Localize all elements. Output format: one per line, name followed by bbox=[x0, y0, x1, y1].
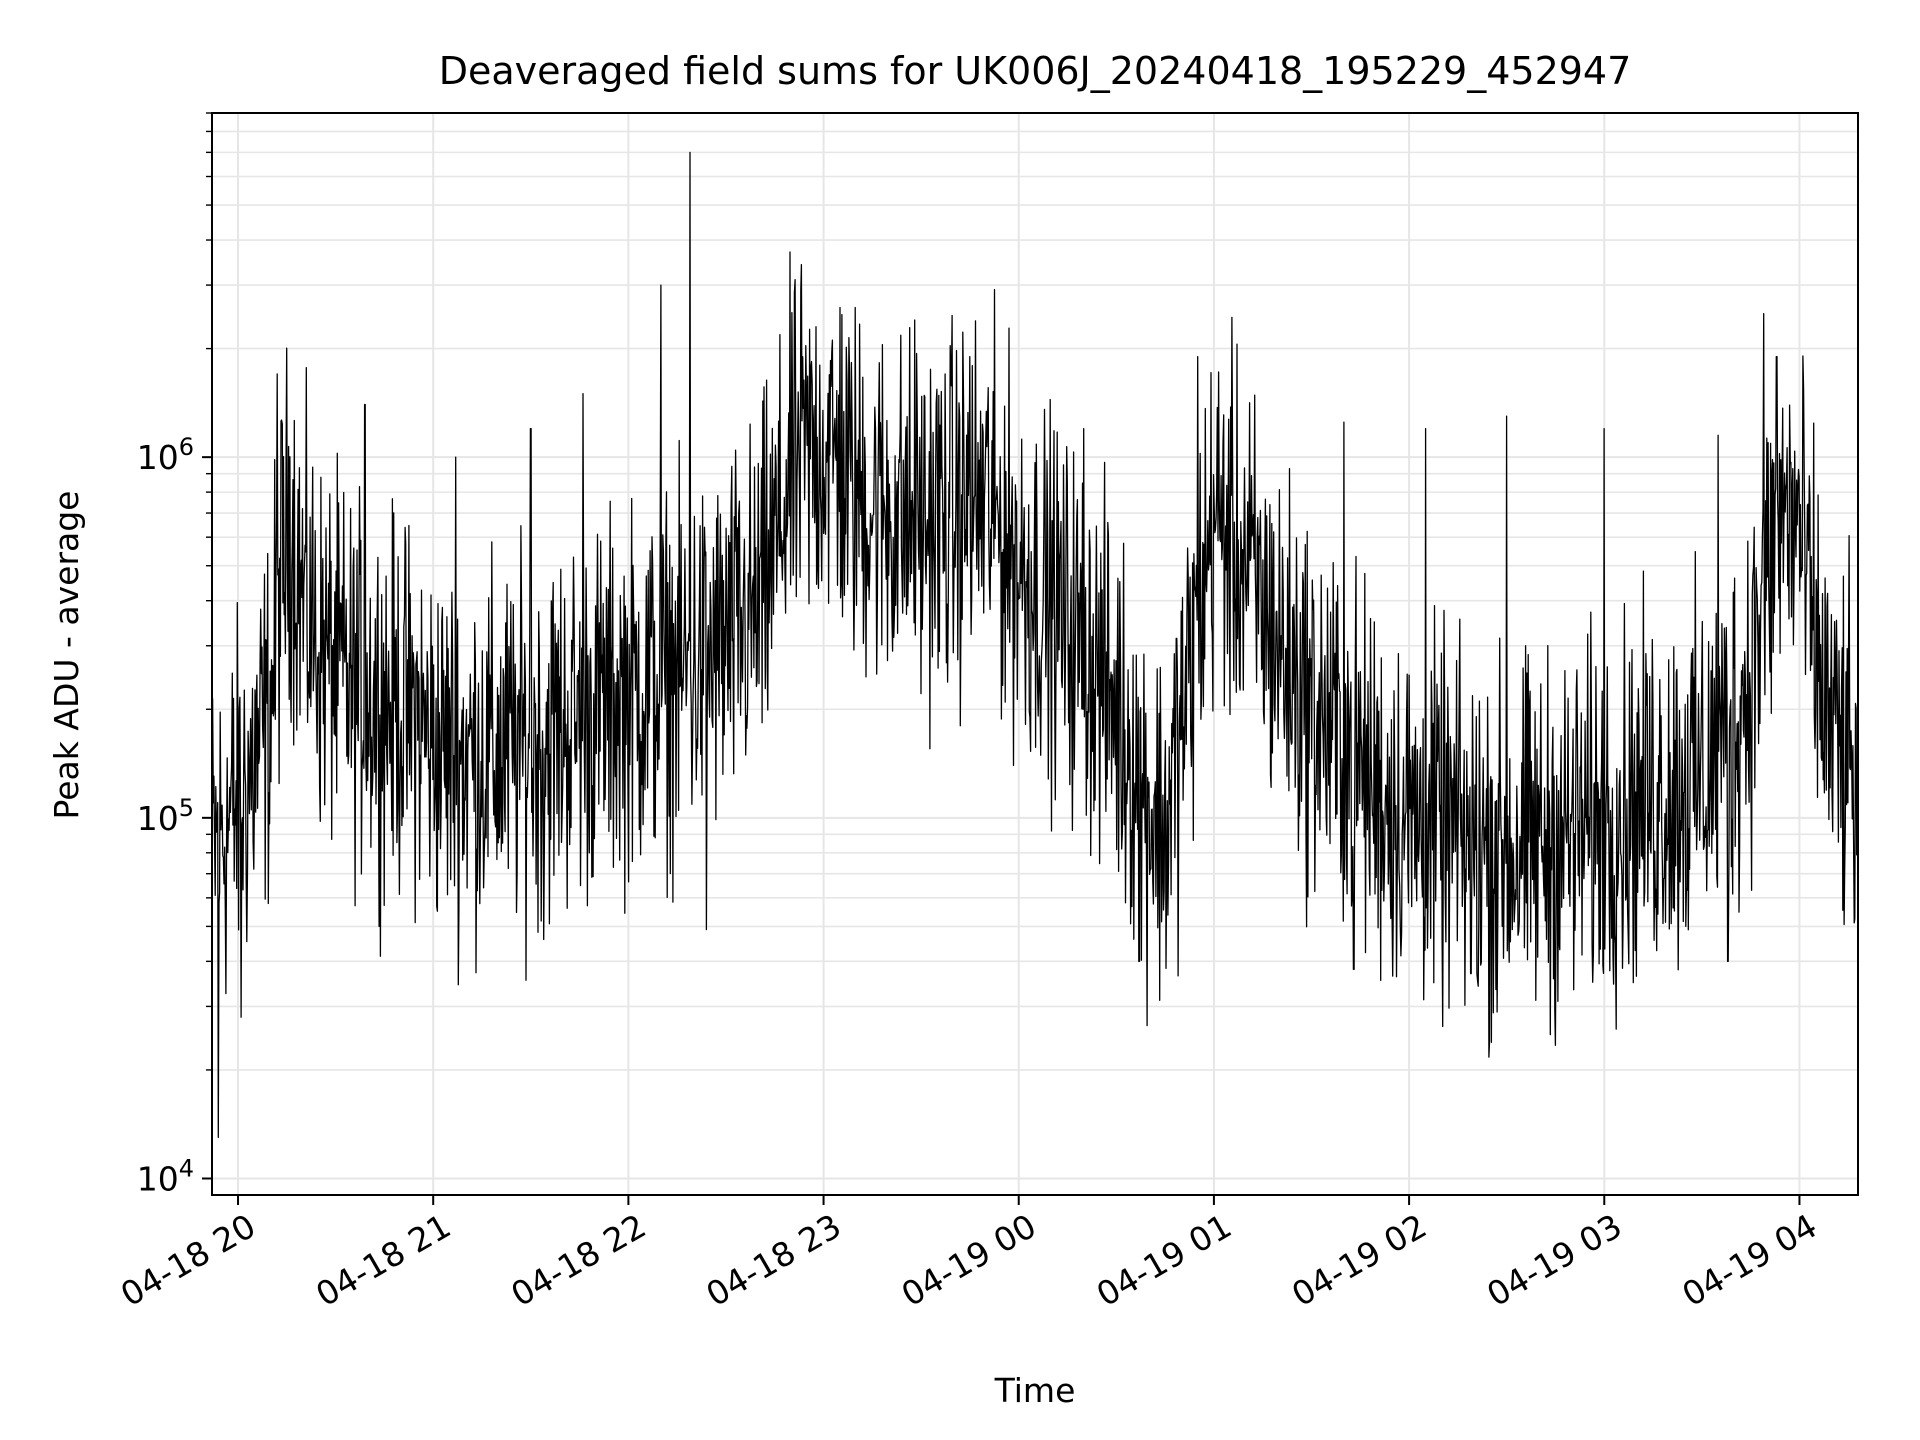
y-tick-label: 105 bbox=[137, 794, 194, 838]
x-axis-label: Time bbox=[994, 1371, 1076, 1410]
y-tick-label: 106 bbox=[137, 433, 194, 477]
y-tick-exponent: 5 bbox=[179, 794, 194, 822]
data-series bbox=[211, 151, 1859, 1139]
chart-title: Deaveraged field sums for UK006J_2024041… bbox=[439, 49, 1632, 93]
y-tick-base: 10 bbox=[137, 799, 179, 838]
y-tick-exponent: 6 bbox=[179, 433, 194, 461]
y-tick-base: 10 bbox=[137, 438, 179, 477]
y-axis-label: Peak ADU - average bbox=[47, 491, 86, 820]
plot-area-frame bbox=[211, 112, 1859, 1196]
y-tick-exponent: 4 bbox=[179, 1154, 194, 1182]
series-line bbox=[211, 151, 1859, 1139]
y-tick-label: 104 bbox=[137, 1154, 194, 1198]
y-tick-base: 10 bbox=[137, 1159, 179, 1198]
